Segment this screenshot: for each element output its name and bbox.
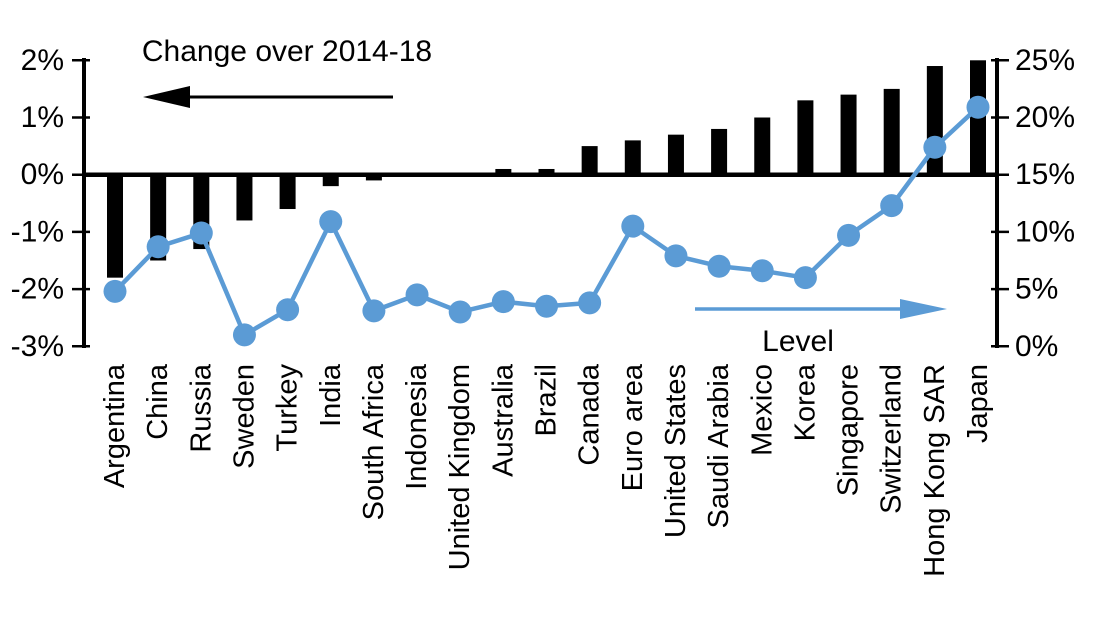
level-marker-Brazil: [535, 294, 558, 318]
category-label-Russia: Russia: [185, 363, 217, 453]
level-marker-Indonesia: [405, 283, 429, 307]
category-label-Turkey: Turkey: [272, 364, 304, 452]
left-axis-tick-label: -2%: [11, 273, 64, 306]
category-label-Switzerland: Switzerland: [876, 364, 908, 514]
bar-Brazil: [538, 168, 555, 175]
category-label-Australia: Australia: [487, 363, 519, 477]
left-axis-tick-label: 2%: [21, 44, 64, 77]
category-label-South Africa: South Africa: [358, 363, 390, 520]
category-label-Argentina: Argentina: [99, 363, 131, 488]
category-label-Euro area: Euro area: [617, 363, 649, 491]
level-marker-South Africa: [362, 299, 386, 323]
category-label-Korea: Korea: [789, 363, 821, 441]
bar-Australia: [495, 168, 512, 175]
category-label-Sweden: Sweden: [228, 364, 260, 469]
level-marker-Turkey: [276, 298, 300, 322]
category-label-Singapore: Singapore: [833, 364, 865, 496]
level-marker-Switzerland: [880, 194, 904, 218]
category-label-Saudi Arabia: Saudi Arabia: [703, 363, 735, 528]
level-marker-Hong Kong SAR: [923, 135, 947, 159]
level-arrow-head-right: [900, 299, 947, 319]
level-marker-Argentina: [103, 279, 127, 303]
level-marker-Singapore: [837, 223, 861, 247]
bar-Sweden: [236, 174, 253, 221]
category-label-China: China: [142, 363, 174, 440]
bar-Singapore: [840, 94, 857, 175]
category-label-United Kingdom: United Kingdom: [444, 364, 476, 570]
level-marker-Canada: [578, 291, 602, 315]
level-marker-China: [146, 235, 170, 259]
left-axis-tick-label: -1%: [11, 215, 64, 248]
category-label-Brazil: Brazil: [531, 364, 563, 437]
bar-Turkey: [279, 174, 296, 210]
left-axis-tick-label: 0%: [21, 158, 64, 191]
bar-United States: [667, 134, 684, 175]
bar-Canada: [581, 146, 598, 175]
category-label-India: India: [315, 363, 347, 427]
bar-Argentina: [107, 174, 123, 278]
level-marker-United States: [664, 244, 688, 268]
level-marker-Russia: [189, 221, 213, 245]
bar-India: [322, 174, 339, 187]
level-series-annotation: Level: [762, 325, 834, 358]
bar-Euro area: [624, 140, 641, 175]
right-axis-tick-label: 5%: [1015, 273, 1058, 306]
category-label-Japan: Japan: [962, 364, 994, 443]
change-series-annotation: Change over 2014-18: [141, 35, 433, 68]
level-marker-Sweden: [232, 323, 256, 347]
category-label-Canada: Canada: [574, 363, 606, 465]
right-axis-tick-label: 20%: [1015, 101, 1075, 134]
right-axis-tick-label: 10%: [1015, 215, 1075, 248]
right-axis-tick-label: 25%: [1015, 44, 1075, 77]
right-axis-tick-label: 0%: [1015, 330, 1058, 363]
bar-South Africa: [365, 174, 382, 181]
level-marker-Korea: [793, 266, 817, 290]
bar-Switzerland: [883, 88, 900, 175]
left-axis-tick-label: 1%: [21, 101, 64, 134]
level-marker-United Kingdom: [448, 300, 472, 324]
level-marker-Japan: [966, 95, 990, 119]
level-marker-Euro area: [621, 214, 645, 238]
category-label-Indonesia: Indonesia: [401, 363, 433, 490]
right-axis-tick-label: 15%: [1015, 158, 1075, 191]
level-marker-Saudi Arabia: [707, 254, 731, 278]
level-marker-India: [319, 210, 343, 234]
level-marker-Mexico: [750, 259, 774, 283]
level-marker-Australia: [491, 290, 515, 314]
bar-Saudi Arabia: [711, 128, 728, 175]
category-label-United States: United States: [660, 364, 692, 538]
category-label-Hong Kong SAR: Hong Kong SAR: [919, 364, 951, 577]
category-label-Mexico: Mexico: [746, 364, 778, 456]
change-arrow-head-left: [143, 86, 190, 108]
bar-Mexico: [754, 117, 771, 175]
left-axis-tick-label: -3%: [11, 330, 64, 363]
bar-Korea: [797, 100, 814, 175]
